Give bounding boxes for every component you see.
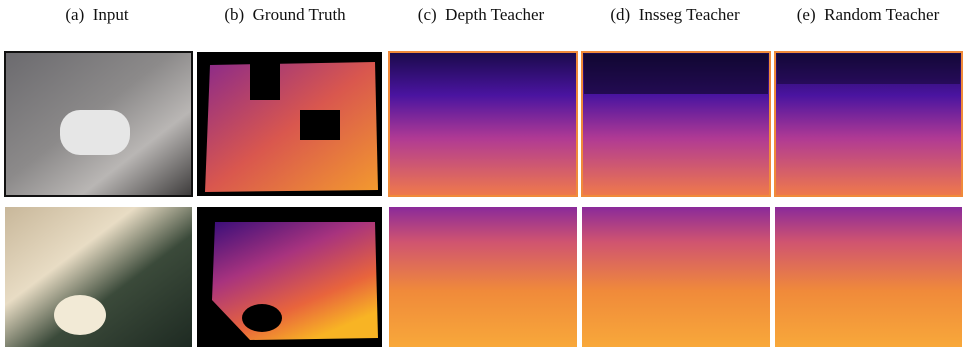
page: (a) Input (b) Ground Truth (c) Depth Tea…	[0, 0, 966, 348]
row-2	[5, 207, 962, 347]
column-headers: (a) Input (b) Ground Truth (c) Depth Tea…	[65, 5, 939, 24]
column-header: (c) Depth Teacher	[418, 5, 545, 24]
sink-shape	[60, 110, 130, 155]
dark-top	[584, 54, 768, 94]
depth-region	[205, 62, 378, 192]
depth-teacher-image	[389, 207, 577, 347]
depth-region	[212, 222, 378, 340]
depth-hole	[250, 60, 280, 100]
column-header: (b) Ground Truth	[224, 5, 346, 24]
depth-teacher-image	[389, 52, 577, 196]
insseg-teacher-image	[582, 207, 770, 347]
dark-top	[777, 54, 960, 84]
sink-shape	[54, 295, 106, 335]
column-header: (d) Insseg Teacher	[610, 5, 740, 24]
column-header: (a) Input	[65, 5, 129, 24]
column-header: (e) Random Teacher	[797, 5, 940, 24]
depth-hole	[242, 304, 282, 332]
random-teacher-image	[775, 207, 962, 347]
figure: (a) Input (b) Ground Truth (c) Depth Tea…	[0, 0, 966, 348]
row-1	[5, 52, 962, 196]
depth-hole	[300, 110, 340, 140]
